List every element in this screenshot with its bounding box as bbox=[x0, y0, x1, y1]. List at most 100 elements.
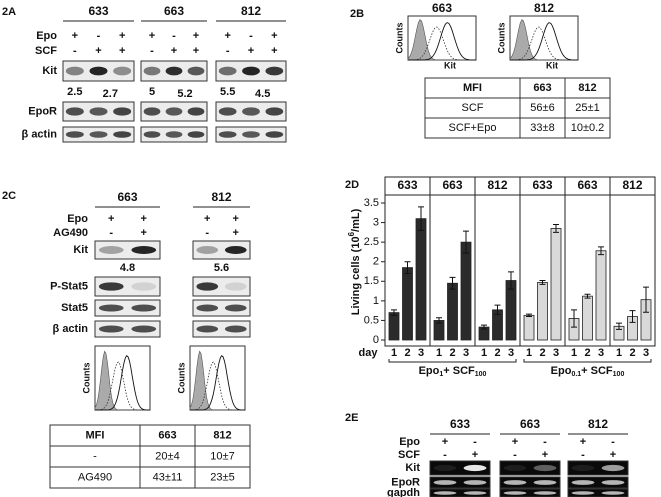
band bbox=[113, 131, 132, 138]
error-bar bbox=[616, 322, 622, 330]
group-header: 812 bbox=[241, 4, 261, 18]
table-cell: 10±0.2 bbox=[571, 122, 605, 134]
band bbox=[433, 480, 457, 485]
row-label: β actin bbox=[22, 128, 58, 140]
error-bar bbox=[539, 280, 546, 285]
band bbox=[242, 66, 260, 76]
sign: + bbox=[442, 436, 448, 448]
band bbox=[98, 246, 124, 254]
blot bbox=[499, 460, 561, 476]
treatment-label-part: Epo bbox=[419, 365, 440, 377]
treatment-label-part: 0.1 bbox=[571, 371, 581, 378]
sign: + bbox=[193, 45, 199, 57]
y-tick-label: 3.5 bbox=[364, 197, 379, 209]
histogram-title: 812 bbox=[534, 1, 554, 15]
x-tick-label: 2 bbox=[494, 347, 500, 359]
row-label: β actin bbox=[53, 323, 89, 335]
sign: + bbox=[580, 436, 586, 448]
y-tick-label: 1.5 bbox=[364, 275, 379, 287]
sign: + bbox=[233, 213, 239, 225]
axis-label: Kit bbox=[444, 60, 456, 70]
treatment-label: Epo0.1+ SCF100 bbox=[551, 365, 625, 378]
sign: - bbox=[443, 449, 447, 461]
table-cell: MFI bbox=[463, 82, 482, 94]
sign: - bbox=[473, 436, 477, 448]
x-tick-label: 2 bbox=[449, 347, 455, 359]
table-cell: 56±6 bbox=[530, 102, 554, 114]
sign: - bbox=[249, 30, 253, 42]
error-bar bbox=[553, 224, 559, 233]
band bbox=[98, 282, 124, 291]
y-tick-label: 3 bbox=[373, 216, 379, 228]
kit-ratio: 2.7 bbox=[103, 88, 118, 100]
treatment-label-part: Epo bbox=[551, 365, 572, 377]
band bbox=[187, 66, 205, 76]
blot bbox=[94, 299, 161, 317]
band bbox=[165, 107, 183, 116]
blot bbox=[499, 476, 561, 489]
table-cell: 663 bbox=[158, 429, 176, 441]
error-bar bbox=[463, 230, 469, 254]
table-cell: 663 bbox=[533, 82, 551, 94]
blot bbox=[499, 488, 561, 497]
axis-label: Counts bbox=[394, 23, 404, 54]
sign: - bbox=[172, 30, 176, 42]
band bbox=[601, 491, 625, 495]
curve-dotted bbox=[95, 361, 150, 411]
table-cell: 20±4 bbox=[155, 450, 179, 462]
y-tick-label: 0 bbox=[373, 334, 379, 346]
group-header: 633 bbox=[450, 417, 470, 431]
error-bar bbox=[436, 317, 442, 324]
kit-ratio: 2.5 bbox=[67, 86, 82, 98]
band bbox=[571, 480, 595, 485]
sign: - bbox=[543, 436, 547, 448]
band bbox=[143, 107, 161, 116]
table-frame bbox=[49, 424, 251, 489]
group-header: 663 bbox=[117, 190, 137, 204]
table-cell: SCF+Epo bbox=[449, 122, 497, 134]
row-label: EpoR bbox=[28, 105, 57, 117]
sign: - bbox=[513, 449, 517, 461]
band bbox=[196, 246, 219, 254]
table-cell: AG490 bbox=[78, 471, 112, 483]
bar bbox=[523, 314, 535, 341]
error-bar bbox=[526, 313, 532, 318]
band bbox=[571, 491, 595, 495]
blot bbox=[567, 488, 629, 497]
sign: + bbox=[224, 30, 230, 42]
band bbox=[89, 66, 108, 76]
y-axis-label-part: Living cells (10 bbox=[350, 236, 362, 315]
row-label: Epo bbox=[399, 436, 420, 448]
x-tick-label: 2 bbox=[629, 347, 635, 359]
x-tick-label: 3 bbox=[643, 347, 649, 359]
sign: - bbox=[581, 449, 585, 461]
treatment-bracket bbox=[388, 359, 517, 363]
sign: + bbox=[193, 30, 199, 42]
histogram-title: 663 bbox=[432, 1, 452, 15]
sign: + bbox=[95, 45, 101, 57]
error-bar bbox=[629, 310, 636, 323]
sign: + bbox=[512, 436, 518, 448]
table-cell: 812 bbox=[578, 82, 596, 94]
kit-ratio: 4.5 bbox=[255, 88, 270, 100]
band bbox=[98, 325, 124, 333]
kit-ratio: 4.8 bbox=[120, 262, 135, 274]
treatment-label-part: 100 bbox=[475, 371, 487, 378]
band bbox=[131, 304, 157, 312]
sign: - bbox=[97, 30, 101, 42]
sign: + bbox=[141, 227, 147, 239]
axis-label: Counts bbox=[176, 363, 186, 394]
band bbox=[165, 131, 183, 138]
curve-dotted bbox=[408, 26, 476, 61]
sign: - bbox=[109, 227, 113, 239]
band bbox=[265, 131, 284, 138]
y-axis-label-part: 6 bbox=[347, 231, 356, 236]
band bbox=[433, 464, 457, 472]
group-header: 812 bbox=[588, 417, 608, 431]
axis-label: Counts bbox=[81, 363, 91, 394]
band bbox=[187, 131, 205, 138]
blot bbox=[429, 460, 491, 476]
blot bbox=[94, 320, 161, 338]
x-tick-label: 1 bbox=[481, 347, 487, 359]
sign: + bbox=[233, 227, 239, 239]
